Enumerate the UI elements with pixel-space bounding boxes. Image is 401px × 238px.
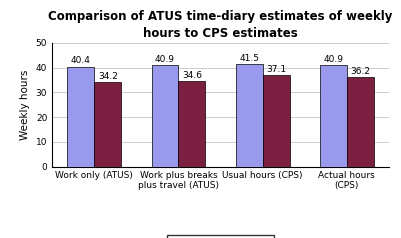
Y-axis label: Weekly hours: Weekly hours	[20, 69, 30, 140]
Bar	[178, 81, 205, 167]
Text: 40.9: 40.9	[155, 55, 175, 64]
Text: 40.4: 40.4	[71, 56, 91, 65]
Text: 40.9: 40.9	[323, 55, 343, 64]
Bar	[263, 75, 290, 167]
Text: 37.1: 37.1	[266, 64, 286, 74]
Bar	[236, 64, 263, 167]
Legend: Men, Women: Men, Women	[167, 235, 274, 238]
Text: 34.2: 34.2	[98, 72, 118, 81]
Text: 36.2: 36.2	[350, 67, 370, 76]
Text: 34.6: 34.6	[182, 71, 202, 80]
Bar	[94, 82, 121, 167]
Bar	[67, 67, 94, 167]
Bar	[152, 65, 178, 167]
Text: 41.5: 41.5	[239, 54, 259, 63]
Title: Comparison of ATUS time-diary estimates of weekly
hours to CPS estimates: Comparison of ATUS time-diary estimates …	[49, 10, 393, 40]
Bar	[347, 77, 374, 167]
Bar	[320, 65, 347, 167]
